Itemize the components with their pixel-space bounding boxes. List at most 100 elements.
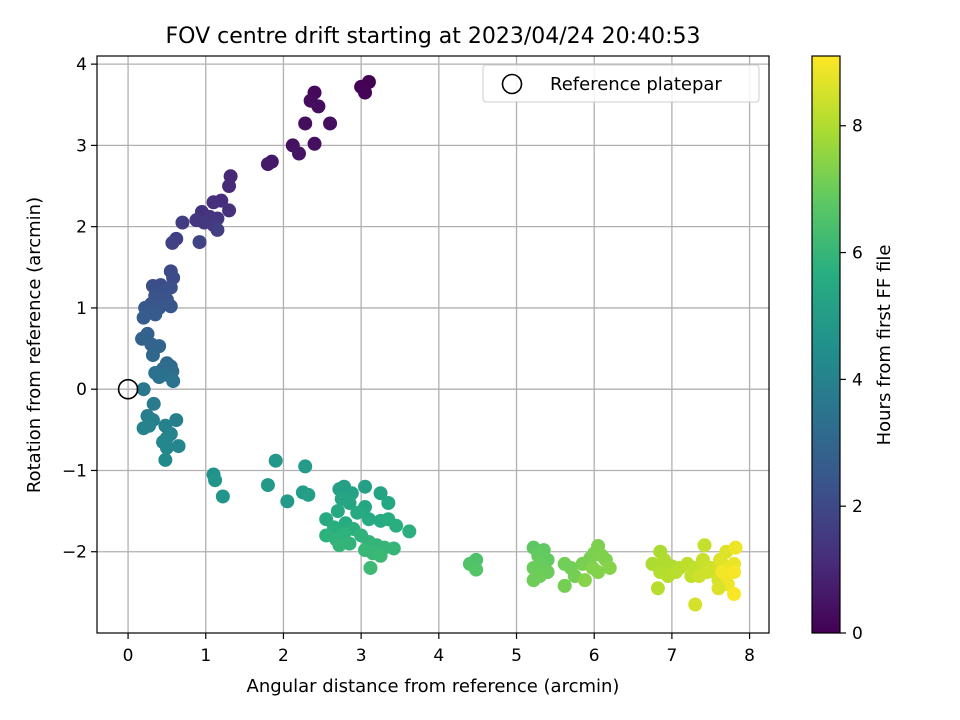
- chart-title: FOV centre drift starting at 2023/04/24 …: [166, 24, 701, 49]
- data-point: [192, 235, 207, 250]
- data-point: [699, 565, 714, 580]
- data-point: [280, 494, 295, 509]
- data-point: [169, 413, 184, 428]
- y-tick-label: 1: [76, 299, 87, 319]
- y-tick-label: 0: [76, 380, 87, 400]
- data-point: [332, 538, 347, 553]
- data-point: [728, 540, 743, 555]
- data-point: [268, 453, 283, 468]
- data-point: [668, 565, 683, 580]
- data-point: [311, 99, 326, 114]
- data-point: [381, 495, 396, 510]
- data-point: [715, 565, 730, 580]
- y-axis-label: Rotation from reference (arcmin): [24, 197, 45, 493]
- data-point: [727, 586, 742, 601]
- legend-marker-icon: [501, 73, 523, 95]
- data-point: [222, 203, 237, 218]
- x-tick-label: 1: [200, 646, 211, 666]
- data-point: [330, 504, 345, 519]
- y-tick-label: 2: [76, 218, 87, 238]
- data-point: [358, 479, 373, 494]
- data-point: [526, 573, 541, 588]
- data-point: [301, 487, 316, 502]
- y-tick-label: 4: [76, 55, 87, 75]
- data-point: [165, 235, 180, 250]
- data-point: [148, 307, 163, 322]
- x-tick-label: 0: [123, 646, 134, 666]
- colorbar: 0 2 4 6 8 Hours from first FF file: [811, 55, 895, 644]
- data-point: [208, 473, 223, 488]
- y-tick-label: −2: [62, 543, 87, 563]
- data-point: [363, 560, 378, 575]
- data-point: [146, 396, 161, 411]
- data-point: [591, 565, 606, 580]
- grid-lines: [97, 56, 769, 633]
- data-point: [298, 459, 313, 474]
- legend: Reference platepar: [482, 64, 760, 103]
- colorbar-tick-label: 2: [852, 497, 863, 517]
- colorbar-ticks: 0 2 4 6 8: [840, 117, 863, 644]
- data-point: [158, 452, 173, 467]
- x-tick-label: 5: [511, 646, 522, 666]
- colorbar-tick-label: 0: [852, 624, 863, 644]
- data-point: [350, 505, 365, 520]
- data-point: [361, 512, 376, 527]
- y-tick-label: 3: [76, 136, 87, 156]
- colorbar-label: Hours from first FF file: [874, 245, 895, 446]
- data-point: [206, 195, 221, 210]
- legend-box: [482, 64, 760, 103]
- colorbar-gradient: [811, 55, 841, 634]
- data-point: [323, 116, 338, 131]
- data-point: [210, 222, 225, 237]
- data-point: [727, 565, 742, 580]
- data-point: [469, 562, 484, 577]
- data-point: [222, 179, 237, 194]
- data-point: [298, 116, 313, 131]
- data-point: [577, 573, 592, 588]
- scatter-points: [135, 75, 743, 612]
- x-axis-label: Angular distance from reference (arcmin): [247, 676, 620, 697]
- data-point: [166, 374, 181, 389]
- x-tick-label: 7: [666, 646, 677, 666]
- y-axis-ticks: −2 −1 0 1 2 3 4: [62, 55, 97, 563]
- data-point: [159, 440, 174, 455]
- data-point: [402, 524, 417, 539]
- data-point: [688, 597, 703, 612]
- data-point: [136, 421, 151, 436]
- data-point: [342, 495, 357, 510]
- y-tick-label: −1: [62, 461, 87, 481]
- data-point: [602, 560, 617, 575]
- data-point: [373, 548, 388, 563]
- data-point: [145, 348, 160, 363]
- x-axis-ticks: 0 1 2 3 4 5 6 7 8: [123, 633, 755, 666]
- data-point: [291, 146, 306, 161]
- data-point: [175, 215, 190, 230]
- x-tick-label: 6: [589, 646, 600, 666]
- data-point: [358, 85, 373, 100]
- colorbar-tick-label: 6: [852, 244, 863, 264]
- data-point: [697, 538, 712, 553]
- colorbar-tick-label: 4: [852, 370, 863, 390]
- x-tick-label: 8: [744, 646, 755, 666]
- data-point: [136, 310, 151, 325]
- data-point: [260, 157, 275, 172]
- x-tick-label: 3: [356, 646, 367, 666]
- data-point: [171, 439, 186, 454]
- data-point: [389, 518, 404, 533]
- data-point: [215, 489, 230, 504]
- data-point: [136, 382, 151, 397]
- data-point: [650, 581, 665, 596]
- data-point: [711, 581, 726, 596]
- legend-entry: Reference platepar: [550, 74, 722, 95]
- x-tick-label: 4: [433, 646, 444, 666]
- plot-frame: [96, 55, 770, 634]
- colorbar-tick-label: 8: [852, 117, 863, 137]
- data-point: [307, 136, 322, 151]
- data-point: [386, 541, 401, 556]
- data-point: [152, 370, 167, 385]
- data-point: [373, 486, 388, 501]
- x-tick-label: 2: [278, 646, 289, 666]
- data-point: [260, 478, 275, 493]
- data-point: [557, 578, 572, 593]
